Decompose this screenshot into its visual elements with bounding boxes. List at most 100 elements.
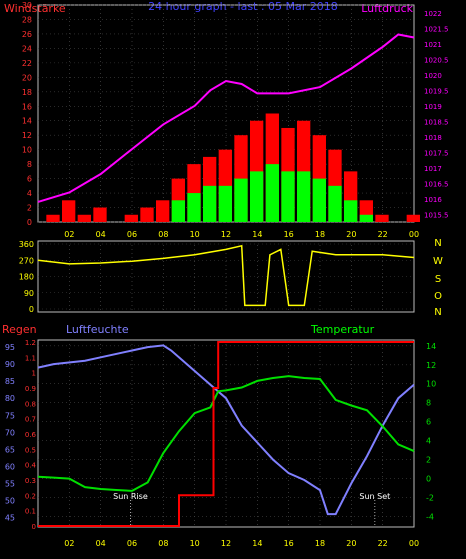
rain-tick-label-0.8: 0.8: [25, 400, 36, 408]
gust-bar-20: [344, 200, 358, 222]
gust-bar-21: [359, 214, 373, 222]
temperature-tick-label--2: -2: [426, 494, 434, 503]
pressure-tick-label-1020: 1020: [424, 72, 442, 80]
climate-hour-label-16: 16: [284, 539, 294, 548]
humidity-line: [37, 344, 415, 516]
temperature-tick-label-0: 0: [426, 475, 431, 484]
compass-label-2: S: [435, 274, 441, 285]
direction-tick-label-360: 360: [19, 240, 34, 249]
climate-hour-label-12: 12: [221, 539, 231, 548]
temperature-tick-label-14: 14: [426, 342, 436, 351]
wind-bar-4: [93, 207, 107, 222]
wind-tick-label-12: 12: [22, 131, 32, 140]
pressure-tick-label-1017: 1017: [424, 165, 442, 173]
humidity-tick-label-70: 70: [5, 428, 15, 437]
humidity-tick-label-45: 45: [5, 513, 15, 522]
rain-tick-label-0.2: 0.2: [25, 492, 36, 500]
wind-tick-label-6: 6: [27, 175, 32, 184]
pressure-tick-label-1020.5: 1020.5: [424, 56, 449, 64]
pressure-tick-label-1018: 1018: [424, 134, 442, 142]
gust-bar-18: [312, 178, 326, 222]
rain-tick-label-1.2: 1.2: [25, 339, 36, 347]
direction-tick-label-180: 180: [19, 273, 34, 282]
pressure-tick-label-1017.5: 1017.5: [424, 149, 449, 157]
pressure-tick-label-1015.5: 1015.5: [424, 211, 449, 219]
gust-bar-12: [218, 185, 232, 222]
pressure-tick-label-1016.5: 1016.5: [424, 180, 449, 188]
wind-pressure-chart: 0246810121416182022242628301015.51016101…: [22, 1, 449, 239]
wind-bar-22: [375, 214, 389, 222]
humidity-tick-label-55: 55: [5, 479, 15, 488]
compass-label-0: N: [434, 238, 441, 249]
wind-tick-label-30: 30: [22, 1, 32, 10]
humidity-tick-label-85: 85: [5, 377, 15, 386]
compass-label-3: O: [434, 291, 442, 302]
wind-hour-label-14: 14: [252, 230, 262, 239]
gust-bar-17: [297, 171, 311, 222]
climate-hour-label-08: 08: [158, 539, 168, 548]
wind-tick-label-22: 22: [22, 59, 32, 68]
temperature-line: [37, 375, 415, 492]
humidity-tick-label-75: 75: [5, 411, 15, 420]
direction-tick-label-90: 90: [24, 289, 34, 298]
direction-tick-label-270: 270: [19, 256, 34, 265]
humidity-axis-title: Luftfeuchte: [66, 323, 129, 336]
wind-tick-label-14: 14: [22, 117, 32, 126]
temperature-tick-label-4: 4: [426, 437, 431, 446]
rain-tick-label-0.3: 0.3: [25, 477, 36, 485]
sun-annotation-1: Sun Set: [359, 492, 390, 501]
direction-tick-label-0: 0: [29, 305, 34, 314]
wind-tick-label-28: 28: [22, 15, 32, 24]
gust-bar-9: [171, 200, 185, 222]
climate-hour-label-04: 04: [96, 539, 106, 548]
pressure-tick-label-1019.5: 1019.5: [424, 87, 449, 95]
wind-hour-label-12: 12: [221, 230, 231, 239]
wind-tick-label-16: 16: [22, 102, 32, 111]
temperature-axis-title: Temperatur: [310, 323, 375, 336]
rain-tick-label-0.1: 0.1: [25, 508, 36, 516]
wind-hour-label-22: 22: [378, 230, 388, 239]
rain-tick-label-1.1: 1.1: [25, 354, 36, 362]
climate-hour-label-00: 00: [409, 539, 419, 548]
temperature-tick-label-10: 10: [426, 380, 436, 389]
gust-bar-16: [281, 171, 295, 222]
climate-hour-label-20: 20: [346, 539, 356, 548]
gust-bar-19: [328, 185, 342, 222]
rain-humidity-temperature-chart: -4-20246810121400.10.20.30.40.50.60.70.8…: [5, 339, 436, 548]
pressure-tick-label-1022: 1022: [424, 10, 442, 18]
chart-title: 24 hour graph - last : 05 Mar 2018: [148, 0, 338, 13]
wind-hour-label-16: 16: [284, 230, 294, 239]
rain-tick-label-0.7: 0.7: [25, 416, 36, 424]
temperature-tick-label--4: -4: [426, 513, 434, 522]
humidity-tick-label-50: 50: [5, 496, 15, 505]
wind-tick-label-20: 20: [22, 73, 32, 82]
wind-bar-1: [46, 214, 60, 222]
climate-hour-label-14: 14: [252, 539, 262, 548]
wind-hour-label-04: 04: [96, 230, 106, 239]
rain-tick-label-1: 1: [32, 370, 36, 378]
wind-bar-6: [124, 214, 138, 222]
pressure-tick-label-1021: 1021: [424, 41, 442, 49]
pressure-tick-label-1021.5: 1021.5: [424, 25, 449, 33]
sun-annotation-0: Sun Rise: [113, 492, 148, 501]
compass-label-4: N: [434, 307, 441, 318]
pressure-tick-label-1019: 1019: [424, 103, 442, 111]
wind-bar-7: [140, 207, 154, 222]
humidity-tick-label-60: 60: [5, 462, 15, 471]
compass-label-1: W: [433, 256, 443, 267]
temperature-tick-label-6: 6: [426, 418, 431, 427]
temperature-tick-label-12: 12: [426, 361, 436, 370]
gust-bar-15: [265, 164, 279, 222]
wind-hour-label-02: 02: [64, 230, 74, 239]
gust-bar-11: [203, 185, 217, 222]
wind-tick-label-4: 4: [27, 189, 32, 198]
temperature-tick-label-2: 2: [426, 456, 431, 465]
wind-bar-24: [406, 214, 420, 222]
climate-hour-label-10: 10: [190, 539, 200, 548]
wind-tick-label-10: 10: [22, 146, 32, 155]
rain-tick-label-0.9: 0.9: [25, 385, 36, 393]
pressure-axis-title: Luftdruck: [361, 2, 413, 15]
